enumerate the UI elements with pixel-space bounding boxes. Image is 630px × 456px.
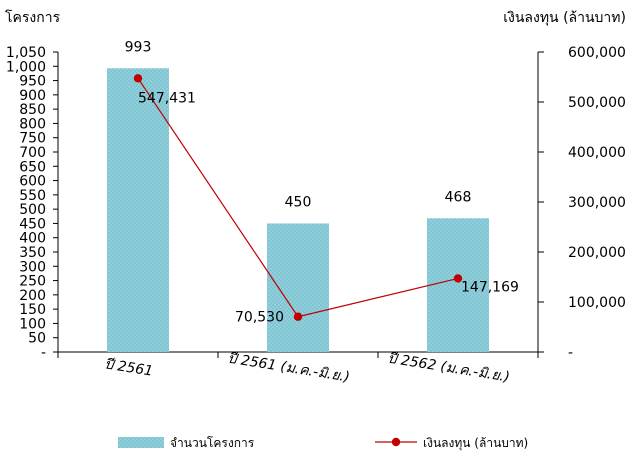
left-tick-label: 1,000 xyxy=(6,59,46,75)
right-tick-label: 100,000 xyxy=(568,295,626,311)
right-tick-label: 200,000 xyxy=(568,245,626,261)
line-segment xyxy=(137,77,299,318)
legend-item-bar: จำนวนโครงการ xyxy=(118,436,255,450)
left-tick-label: 750 xyxy=(19,131,46,147)
left-tick-label: - xyxy=(41,345,46,361)
left-tick-label: 600 xyxy=(19,174,46,190)
bar-series xyxy=(107,68,489,353)
line-segment xyxy=(297,277,459,318)
line-data-label: 547,431 xyxy=(138,90,196,106)
left-tick-label: 100 xyxy=(19,316,46,332)
left-axis-ticks: -501001502002503003504004505005506006507… xyxy=(6,45,58,361)
bar xyxy=(107,68,169,353)
line-series xyxy=(133,74,463,321)
category-label: ปี 2561 xyxy=(103,356,154,379)
left-tick-label: 550 xyxy=(19,188,46,204)
left-tick-label: 800 xyxy=(19,116,46,132)
left-tick-label: 200 xyxy=(19,288,46,304)
category-label: ปี 2562 (ม.ค.-มิ.ย.) xyxy=(387,351,511,386)
bar-data-labels: 993 450 468 xyxy=(125,39,472,210)
line-point xyxy=(133,74,143,83)
right-tick-label: 400,000 xyxy=(568,145,626,161)
category-label: ปี 2561 (ม.ค.-มิ.ย.) xyxy=(227,351,351,386)
left-tick-label: 850 xyxy=(19,102,46,118)
category-labels: ปี 2561 ปี 2561 (ม.ค.-มิ.ย.) ปี 2562 (ม.ค.… xyxy=(103,351,511,386)
left-tick-label: 250 xyxy=(19,274,46,290)
left-tick-label: 700 xyxy=(19,145,46,161)
right-tick-label: - xyxy=(568,345,573,361)
legend-swatch-bar xyxy=(118,437,164,448)
left-tick-label: 1,050 xyxy=(6,45,46,61)
left-tick-label: 500 xyxy=(19,202,46,218)
left-tick-label: 400 xyxy=(19,231,46,247)
legend-label-line: เงินลงทุน (ล้านบาท) xyxy=(423,436,528,451)
right-tick-label: 500,000 xyxy=(568,95,626,111)
left-tick-label: 650 xyxy=(19,159,46,175)
left-tick-label: 150 xyxy=(19,302,46,318)
right-tick-label: 300,000 xyxy=(568,195,626,211)
line-point xyxy=(293,312,303,321)
legend-item-line: เงินลงทุน (ล้านบาท) xyxy=(375,436,528,451)
legend-swatch-marker xyxy=(391,437,401,447)
x-axis-ticks xyxy=(57,352,539,358)
left-tick-label: 300 xyxy=(19,259,46,275)
bar-data-label: 468 xyxy=(445,189,472,205)
line-data-label: 147,169 xyxy=(461,279,519,295)
left-tick-label: 350 xyxy=(19,245,46,261)
line-point xyxy=(453,274,463,283)
bar-data-label: 993 xyxy=(125,39,152,55)
left-axis-title: โครงการ xyxy=(5,9,61,26)
line-data-labels: 547,431 70,530 147,169 xyxy=(138,90,519,325)
left-tick-label: 900 xyxy=(19,88,46,104)
bar xyxy=(427,218,489,352)
bar xyxy=(267,223,329,352)
left-tick-label: 950 xyxy=(19,74,46,90)
left-tick-label: 50 xyxy=(28,331,46,347)
legend-label-bar: จำนวนโครงการ xyxy=(170,436,255,450)
right-tick-label: 600,000 xyxy=(568,45,626,61)
bar-data-label: 450 xyxy=(285,194,312,210)
left-tick-label: 450 xyxy=(19,216,46,232)
legend: จำนวนโครงการ เงินลงทุน (ล้านบาท) xyxy=(118,436,528,451)
line-data-label: 70,530 xyxy=(235,310,284,326)
right-axis-title: เงินลงทุน (ล้านบาท) xyxy=(503,10,626,26)
right-axis-ticks: - 100,000 200,000 300,000 400,000 500,000 600,… xyxy=(538,45,626,361)
